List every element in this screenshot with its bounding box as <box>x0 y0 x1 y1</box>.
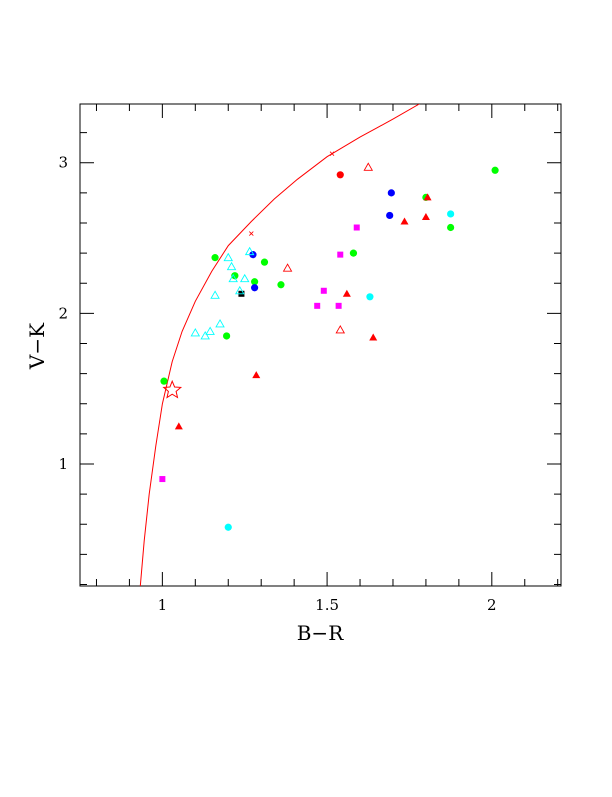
x-axis-label: B−R <box>297 621 344 645</box>
data-point-open-triangle <box>244 246 255 256</box>
data-point-triangle <box>252 371 261 379</box>
y-tick-label: 1 <box>58 455 68 473</box>
data-point-open-triangle <box>226 261 237 271</box>
data-point-square <box>320 287 327 294</box>
data-point-circle <box>231 272 239 280</box>
data-point-triangle <box>174 422 183 430</box>
data-point-open-triangle <box>363 162 374 171</box>
data-point-circle <box>447 210 455 218</box>
data-point-square <box>353 224 360 231</box>
data-points-layer <box>159 162 499 531</box>
data-point-circle <box>277 281 285 289</box>
data-point-triangle <box>342 289 351 297</box>
axis-ticks <box>80 104 561 586</box>
y-axis-label: V−K <box>25 322 49 370</box>
data-point-open-triangle <box>239 273 250 283</box>
data-point-circle <box>366 293 374 301</box>
data-point-open-triangle <box>228 273 238 283</box>
tick-labels: 1 1.5 2 1 2 3 <box>58 154 496 614</box>
data-point-star <box>162 379 183 399</box>
x-tick-label: 1.5 <box>315 596 339 614</box>
y-tick-label: 3 <box>58 154 68 172</box>
data-point-circle <box>447 223 455 232</box>
data-point-square <box>335 302 342 309</box>
data-point-circle <box>223 332 231 340</box>
x-tick-label: 1 <box>158 596 168 614</box>
data-point-triangle <box>423 193 432 201</box>
data-point-triangle <box>400 217 409 225</box>
y-tick-label: 2 <box>58 304 68 322</box>
x-tick-label: 2 <box>487 596 497 614</box>
data-point-square <box>159 476 166 483</box>
data-point-circle <box>386 211 394 220</box>
data-point-open-triangle <box>190 328 201 337</box>
model-curve <box>139 104 420 586</box>
data-point-triangle <box>369 333 378 341</box>
data-point-circle <box>251 284 259 292</box>
curve-tick-mark <box>249 231 254 236</box>
plot-frame <box>79 103 562 587</box>
data-point-circle <box>224 523 232 531</box>
data-point-circle <box>160 377 168 385</box>
data-point-circle <box>491 166 499 174</box>
data-point-open-triangle <box>210 290 220 299</box>
data-point-triangle <box>421 212 430 220</box>
data-point-open-triangle <box>335 325 346 334</box>
data-point-open-triangle <box>223 252 234 262</box>
data-point-circle <box>260 258 269 266</box>
data-point-circle <box>251 278 259 286</box>
data-point-square <box>337 251 344 258</box>
model-curve-layer <box>139 104 420 586</box>
curve-tick-mark <box>329 151 335 156</box>
data-point-circle <box>336 171 344 179</box>
data-point-open-triangle <box>205 326 215 335</box>
data-point-open-triangle <box>282 263 293 272</box>
data-point-circle <box>387 189 395 197</box>
data-point-circle <box>211 254 219 262</box>
data-point-open-triangle <box>235 285 245 295</box>
data-point-open-triangle <box>200 331 210 340</box>
data-point-circle <box>349 249 358 257</box>
data-point-square <box>314 302 321 309</box>
data-point-open-triangle <box>215 319 225 328</box>
